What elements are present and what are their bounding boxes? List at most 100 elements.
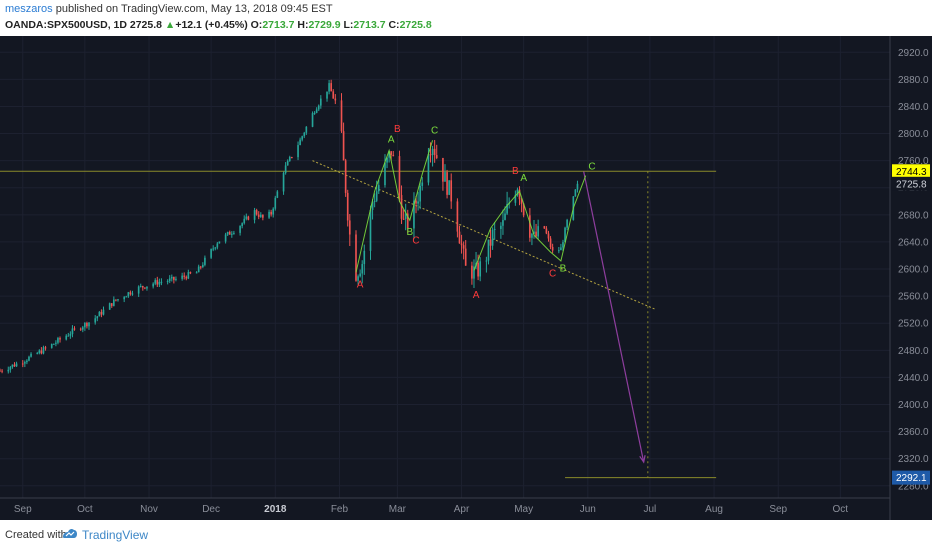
candle-body — [373, 200, 376, 203]
candle-body — [156, 280, 159, 285]
candle-body — [458, 231, 461, 244]
candle-body — [160, 281, 163, 283]
candle-body — [562, 242, 564, 248]
time-axis[interactable]: Sep Oct Nov Dec 2018 Feb Mar Apr May Jun Jul Aug Sep… — [14, 504, 848, 515]
candle-body — [288, 157, 291, 161]
x-tick-label: Oct — [77, 504, 93, 515]
author-link[interactable]: meszaros — [5, 3, 53, 15]
candle-body — [55, 342, 57, 344]
candle-body — [13, 364, 16, 367]
wave-path — [355, 140, 434, 273]
candle-body — [253, 210, 256, 220]
candle-body — [460, 243, 463, 246]
candle-body — [340, 100, 343, 132]
symbol-legend: OANDA:SPX500USD, 1D 2725.8 ▲+12.1 (+0.45… — [5, 19, 432, 31]
candle-body — [406, 213, 409, 229]
candle-body — [84, 322, 86, 328]
candle-body — [166, 281, 169, 283]
candle-body — [15, 363, 18, 367]
y-tick-label: 2480.0 — [898, 346, 929, 357]
candle-body — [123, 297, 126, 300]
candle-body — [214, 247, 217, 249]
candle-body — [303, 132, 306, 137]
candle-body — [102, 309, 105, 315]
candle-body — [446, 172, 448, 195]
candle-body — [348, 220, 351, 235]
candle-body — [158, 281, 161, 285]
candle-body — [477, 262, 479, 277]
candle-body — [212, 248, 215, 250]
wave-label: B — [560, 264, 567, 275]
candle-body — [326, 91, 328, 99]
candle-body — [183, 275, 186, 277]
candle-body — [233, 232, 235, 234]
candle-body — [448, 180, 450, 195]
tradingview-logo-icon — [63, 528, 77, 538]
candle-body — [24, 362, 26, 364]
candle-body — [402, 218, 405, 220]
candle-body — [533, 231, 535, 234]
candle-body — [52, 343, 55, 345]
y-tick-label: 2600.0 — [898, 265, 929, 276]
x-tick-label: Jul — [644, 504, 657, 515]
chart-header: meszaros published on TradingView.com, M… — [0, 0, 932, 36]
candle-body — [202, 264, 204, 267]
candle-body — [94, 318, 97, 323]
candle-body — [398, 156, 401, 196]
wave-path — [473, 175, 587, 271]
grid-lines — [0, 36, 890, 498]
candle-body — [81, 327, 84, 330]
y-tick-label: 2560.0 — [898, 292, 929, 303]
candle-body — [357, 276, 359, 281]
candle-body — [113, 299, 115, 306]
candle-body — [489, 239, 492, 246]
candle-body — [262, 214, 264, 218]
candle-body — [421, 182, 424, 186]
wave-label: B — [512, 166, 519, 177]
candle-body — [259, 214, 262, 217]
candle-body — [516, 189, 519, 195]
price-axis[interactable]: 2920.02880.02840.02800.02760.02720.02680… — [898, 48, 929, 493]
high-label: H: — [297, 19, 309, 31]
x-tick-label: Nov — [140, 504, 158, 515]
candle-body — [390, 151, 393, 155]
candle-body — [574, 189, 577, 197]
candle-body — [73, 328, 76, 330]
candle-body — [282, 172, 285, 192]
candle-body — [21, 363, 24, 365]
candle-body — [427, 154, 430, 183]
candle-body — [551, 247, 554, 251]
candle-body — [137, 286, 140, 294]
candle-body — [69, 334, 72, 336]
candle-body — [199, 266, 202, 268]
candle-body — [226, 232, 229, 235]
candle-body — [257, 214, 260, 217]
symbol-name[interactable]: OANDA:SPX500USD, 1D — [5, 19, 127, 31]
x-tick-label: Feb — [331, 504, 349, 515]
x-tick-label: Aug — [705, 504, 723, 515]
candle-body — [545, 228, 548, 234]
candle-body — [334, 98, 337, 101]
candle-body — [276, 191, 279, 198]
candle-body — [272, 208, 275, 215]
y-tick-label: 2760.0 — [898, 156, 929, 167]
wave-label: A — [388, 134, 395, 145]
high-value: 2729.9 — [308, 19, 341, 31]
price-tag-label: 2292.1 — [896, 473, 927, 484]
candle-body — [487, 239, 490, 261]
tradingview-brand[interactable]: TradingView — [82, 528, 149, 542]
candle-body — [197, 266, 200, 273]
candle-body — [375, 191, 378, 201]
projection-arrow-line — [583, 171, 645, 463]
x-tick-label: Dec — [202, 504, 220, 515]
candle-body — [204, 257, 206, 265]
y-tick-label: 2400.0 — [898, 400, 929, 411]
candle-body — [529, 215, 531, 238]
candle-body — [50, 343, 53, 348]
candle-body — [500, 225, 502, 229]
publish-info: meszaros published on TradingView.com, M… — [5, 3, 333, 15]
candle-body — [471, 265, 473, 279]
